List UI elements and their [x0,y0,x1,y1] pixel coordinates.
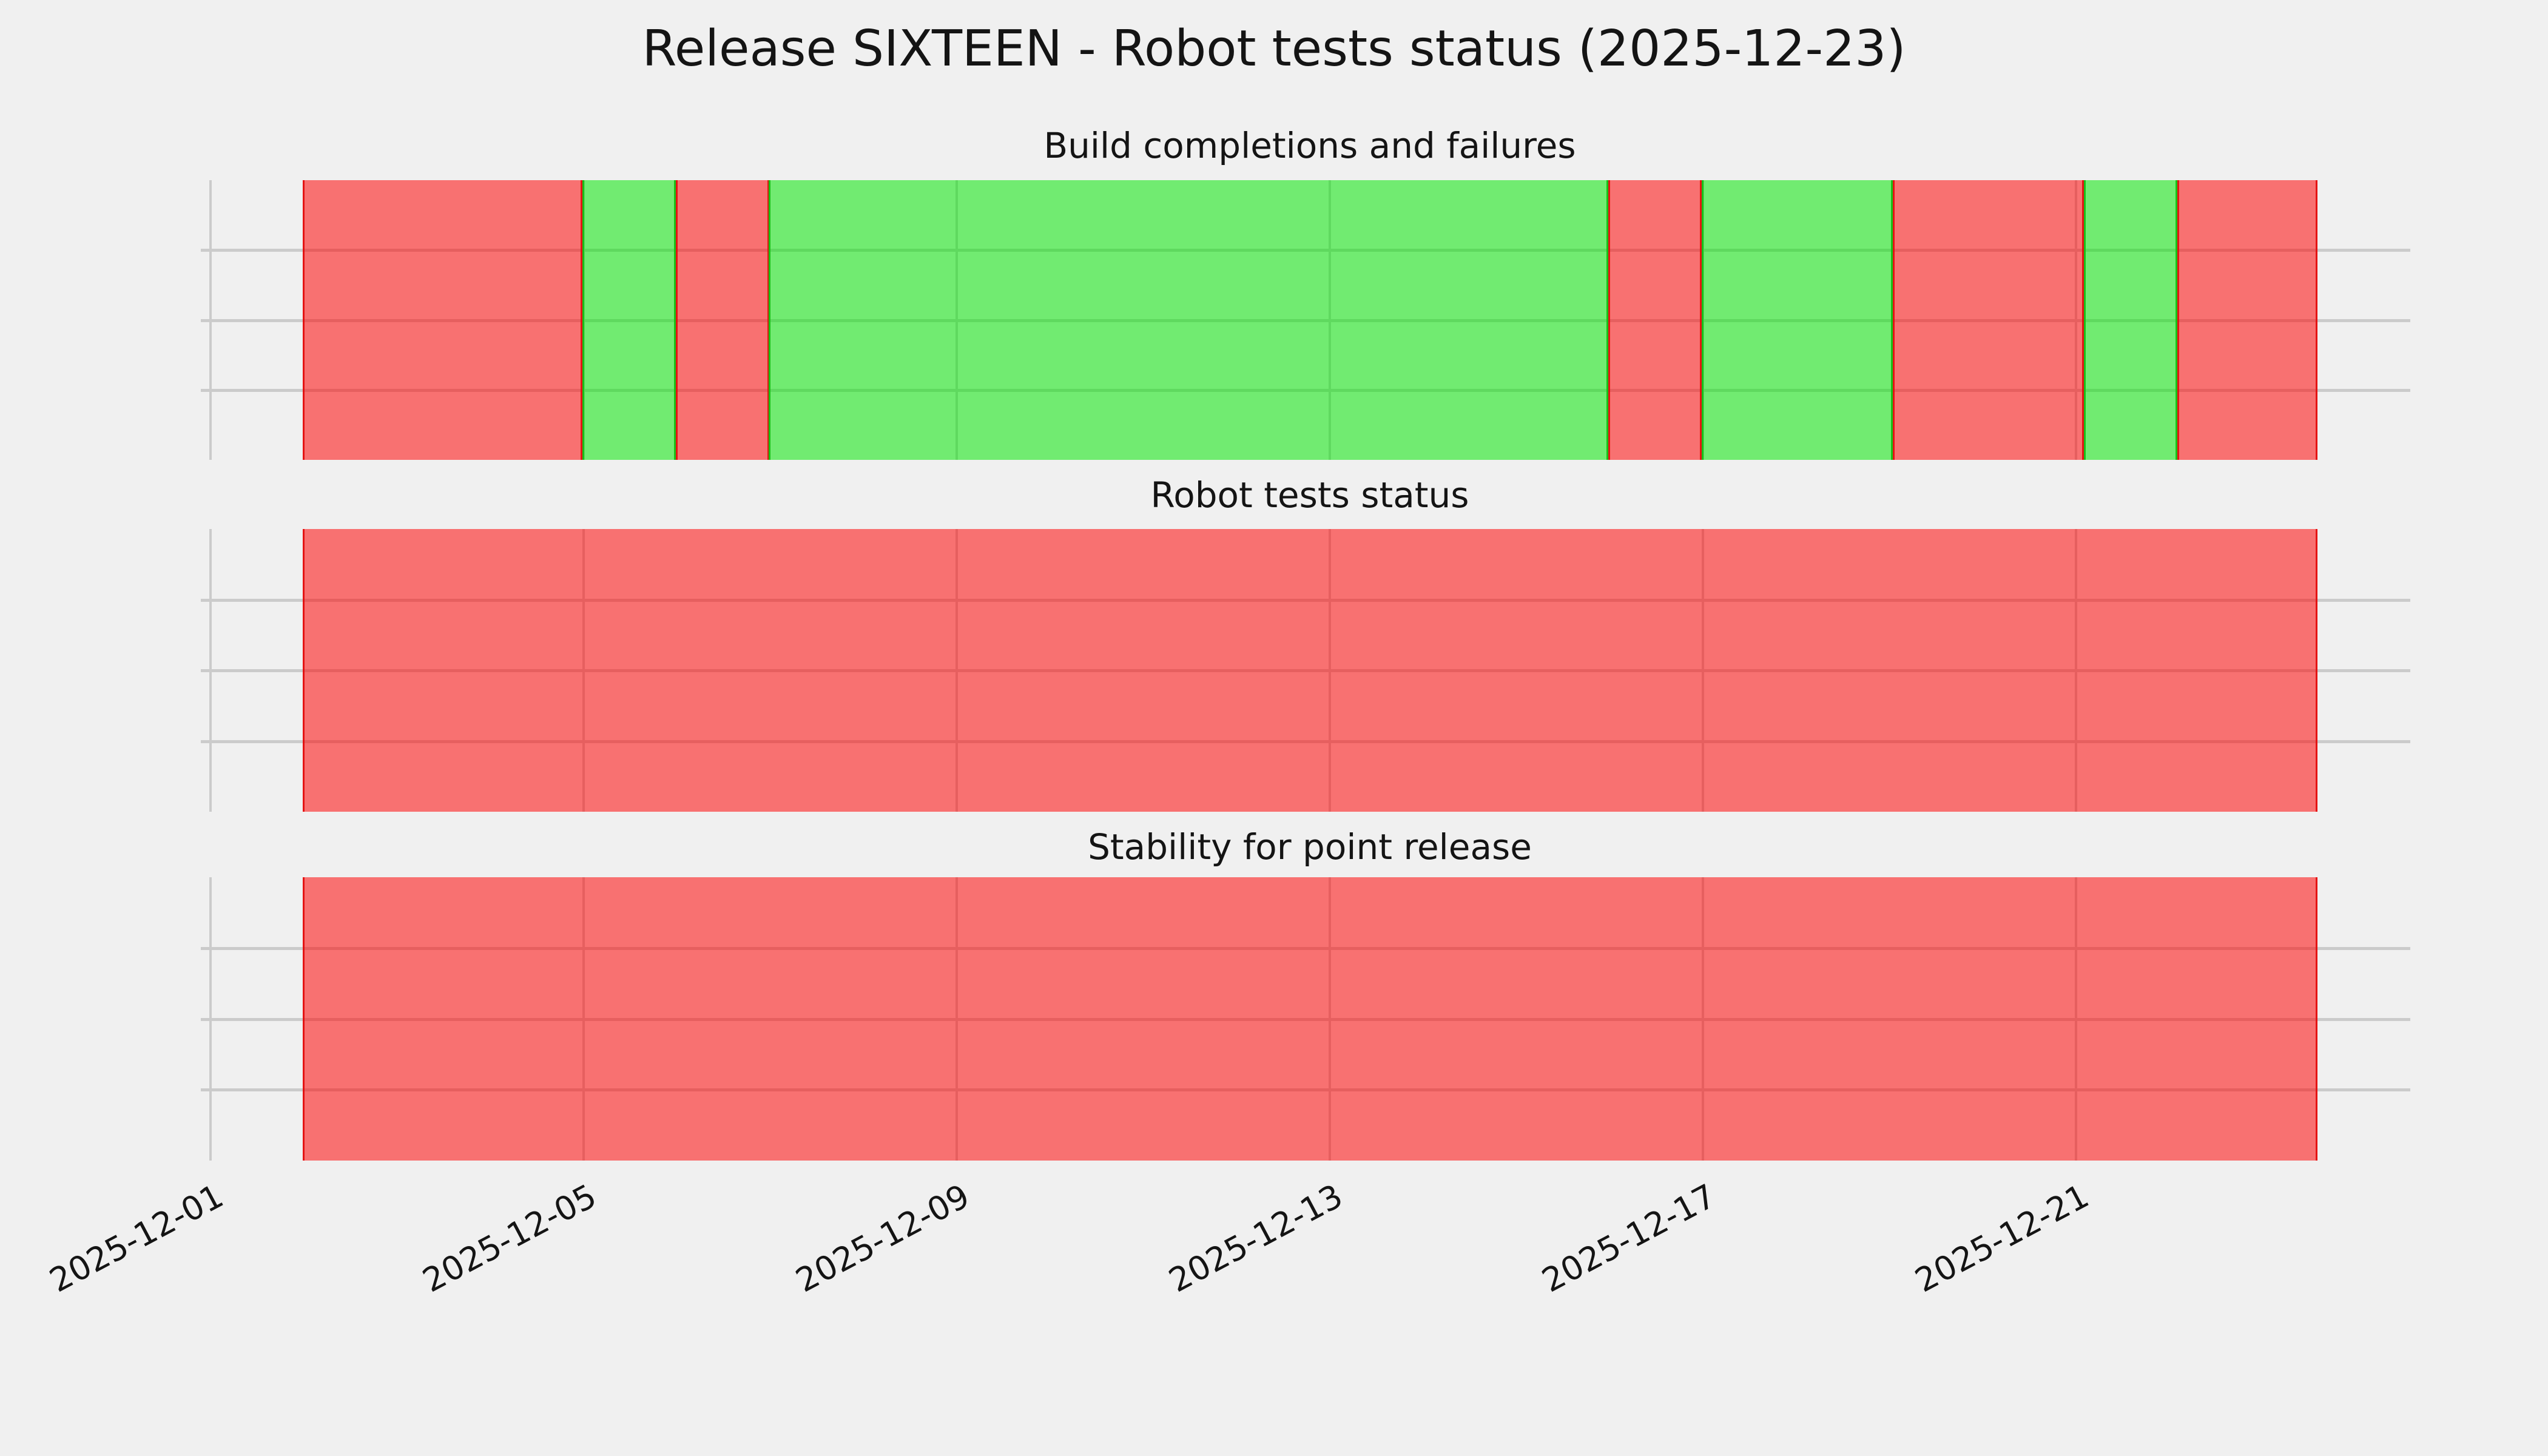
y-tick-mark [201,947,209,950]
y-tick-mark [201,319,209,322]
x-tick-label: 2025-12-01 [43,1176,230,1300]
y-tick-mark [201,1018,209,1021]
y-tick-mark [201,740,209,743]
status-segment-fail [676,180,769,460]
status-segment-fail [1608,180,1702,460]
status-segment-fail [303,529,2317,812]
status-segment-fail [1893,180,2084,460]
subplot-title: Robot tests status [1150,474,1469,516]
timeline-axes [201,529,2410,812]
status-segment-fail [303,180,582,460]
x-gridline [209,180,212,460]
subplot-title: Build completions and failures [1043,125,1576,166]
x-gridline [209,877,212,1161]
x-tick-label: 2025-12-13 [1162,1176,1349,1300]
status-segment-fail [303,877,2317,1161]
y-tick-mark [201,249,209,252]
status-segment-pass [2084,180,2177,460]
x-gridline [209,529,212,812]
status-segment-fail [2177,180,2317,460]
y-tick-mark [201,1088,209,1091]
y-tick-mark [201,599,209,602]
subplot-title: Stability for point release [1088,826,1532,868]
status-segment-pass [582,180,676,460]
y-tick-mark [201,669,209,672]
figure-title: Release SIXTEEN - Robot tests status (20… [642,20,1906,78]
x-tick-label: 2025-12-09 [789,1176,976,1300]
x-tick-label: 2025-12-05 [416,1176,603,1300]
timeline-axes [201,877,2410,1161]
status-segment-pass [769,180,1608,460]
x-tick-label: 2025-12-17 [1535,1176,1722,1300]
status-segment-pass [1702,180,1893,460]
y-tick-mark [201,389,209,392]
x-tick-label: 2025-12-21 [1909,1176,2095,1300]
timeline-axes [201,180,2410,460]
